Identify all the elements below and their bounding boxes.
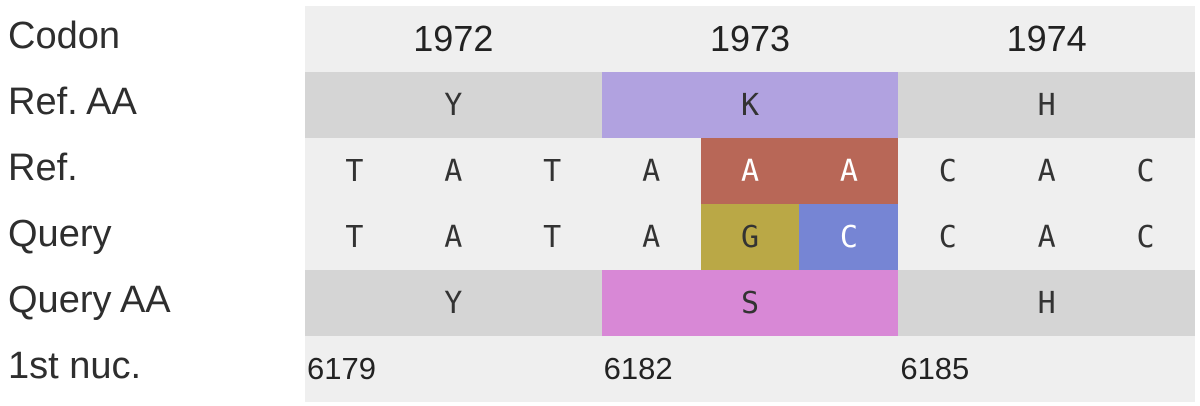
- ref-nucleotide: C: [898, 138, 998, 204]
- row-labels: Codon Ref. AA Ref. Query Query AA 1st nu…: [0, 3, 305, 399]
- ref-nucleotide: A: [403, 138, 503, 204]
- ref-nucleotide: T: [502, 138, 602, 204]
- ref-nucleotide: A: [601, 138, 701, 204]
- first-nuc-position: 6182: [603, 351, 673, 386]
- ref-nucleotide: A: [997, 138, 1097, 204]
- codon-number: 1972: [413, 18, 494, 59]
- row-label-ref-aa: Ref. AA: [8, 81, 137, 123]
- row-label-query: Query: [8, 213, 112, 255]
- query-nucleotide: A: [997, 204, 1097, 270]
- query-nucleotide: A: [601, 204, 701, 270]
- query-aa-cell: Y: [305, 270, 602, 336]
- query-nucleotide: A: [403, 204, 503, 270]
- query-nucleotide: C: [898, 204, 998, 270]
- ref-aa-cell: H: [898, 72, 1195, 138]
- query-nucleotide: C: [799, 204, 899, 270]
- row-label-ref: Ref.: [8, 147, 78, 189]
- query-nucleotide: T: [502, 204, 602, 270]
- codon-number: 1973: [709, 18, 791, 59]
- ref-aa-cell: K: [601, 72, 899, 138]
- first-nuc-position: 6179: [307, 351, 376, 386]
- codon-number: 1974: [1006, 18, 1087, 59]
- row-label-first-nuc: 1st nuc.: [8, 345, 142, 387]
- query-nucleotide: G: [700, 204, 800, 270]
- row-label-codon: Codon: [8, 15, 120, 57]
- ref-nucleotide: C: [1096, 138, 1195, 204]
- row-label-query-aa: Query AA: [8, 279, 171, 321]
- ref-aa-cell: Y: [305, 72, 602, 138]
- ref-nucleotide: A: [799, 138, 899, 204]
- query-aa-cell: S: [601, 270, 899, 336]
- query-nucleotide: T: [305, 204, 404, 270]
- ref-nucleotide: T: [305, 138, 404, 204]
- query-aa-cell: H: [898, 270, 1195, 336]
- first-nuc-position: 6185: [900, 351, 970, 386]
- query-nucleotide: C: [1096, 204, 1195, 270]
- alignment-grid: 1972 1973 1974 Y K H T A T A A A C A C T…: [305, 6, 1195, 402]
- ref-nucleotide: A: [700, 138, 800, 204]
